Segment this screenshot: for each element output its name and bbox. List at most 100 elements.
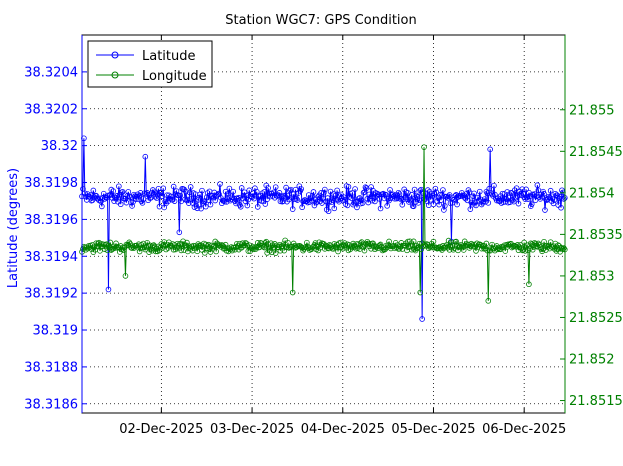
data-point — [482, 199, 489, 205]
data-point — [183, 242, 189, 249]
data-point — [405, 238, 411, 245]
data-point — [196, 242, 202, 249]
data-point — [151, 190, 157, 197]
data-point — [540, 246, 546, 253]
data-point — [178, 247, 185, 254]
data-point — [281, 192, 287, 199]
x-tick-label: 03-Dec-2025 — [210, 422, 294, 437]
data-point — [527, 193, 533, 200]
data-point — [212, 197, 219, 204]
data-point — [140, 240, 147, 247]
data-point — [120, 247, 127, 254]
data-point — [186, 189, 193, 196]
data-point — [163, 200, 169, 207]
data-point — [291, 196, 298, 202]
data-point — [262, 201, 269, 207]
data-point — [496, 198, 503, 205]
data-point — [277, 198, 284, 205]
legend-latitude-marker — [111, 51, 119, 59]
data-point — [387, 187, 393, 193]
data-point — [251, 195, 257, 202]
data-point — [360, 189, 367, 196]
data-point — [359, 200, 366, 206]
data-point — [349, 244, 356, 251]
data-point — [111, 198, 117, 204]
data-point — [418, 246, 425, 253]
data-point — [416, 240, 423, 247]
data-point — [149, 247, 155, 254]
y-tick-label: 38.3196 — [24, 213, 78, 228]
data-point — [529, 246, 536, 253]
y-tick-label: 38.319 — [33, 324, 79, 339]
data-point — [437, 192, 443, 198]
data-point — [118, 189, 125, 196]
y2-tick-label: 21.8525 — [569, 311, 623, 326]
y2-tick-label: 21.853 — [569, 269, 615, 284]
data-point — [446, 192, 453, 198]
data-point — [245, 248, 252, 254]
data-point — [272, 250, 279, 256]
data-point — [139, 200, 146, 206]
data-point — [541, 238, 547, 245]
data-point — [407, 197, 413, 204]
x-tick-label: 06-Dec-2025 — [482, 422, 566, 437]
data-point — [152, 193, 159, 200]
data-point — [542, 207, 548, 213]
data-point — [432, 185, 439, 192]
data-point — [202, 203, 209, 210]
data-point — [459, 244, 466, 251]
data-point — [407, 238, 413, 245]
data-point — [520, 191, 527, 197]
data-point — [367, 196, 373, 202]
data-point — [196, 194, 202, 201]
data-point — [481, 196, 488, 202]
data-point — [154, 191, 161, 197]
data-point — [146, 249, 152, 255]
data-point — [384, 203, 390, 209]
data-point — [310, 189, 317, 195]
data-point — [133, 196, 139, 203]
data-point — [97, 248, 103, 254]
y-tick-label: 38.3186 — [24, 397, 78, 412]
data-point — [522, 196, 528, 202]
y-tick-label: 38.3194 — [24, 250, 78, 265]
data-point — [294, 197, 301, 203]
data-point — [421, 144, 427, 150]
y2-tick-label: 21.8535 — [569, 228, 623, 243]
data-point — [505, 241, 511, 248]
data-point — [137, 190, 144, 196]
data-point — [356, 195, 362, 202]
data-point — [116, 183, 122, 190]
data-point — [198, 205, 204, 212]
data-point — [199, 247, 205, 253]
data-point — [81, 135, 87, 142]
data-point — [119, 244, 126, 251]
data-point — [289, 206, 296, 212]
data-point — [136, 248, 143, 255]
data-point — [385, 196, 391, 202]
data-point — [558, 204, 564, 211]
data-point — [451, 196, 458, 203]
data-point — [348, 195, 355, 201]
y-tick-label: 38.3198 — [24, 176, 78, 191]
data-point — [207, 249, 214, 255]
data-point — [476, 188, 483, 195]
data-point — [289, 289, 296, 296]
data-point — [299, 204, 305, 211]
y-tick-label: 38.3192 — [24, 287, 78, 302]
data-point — [395, 189, 402, 196]
data-point — [410, 238, 417, 245]
data-point — [280, 198, 287, 204]
data-point — [347, 246, 354, 253]
data-point — [258, 198, 265, 204]
data-point — [262, 240, 269, 246]
data-point — [254, 204, 261, 210]
data-point — [441, 207, 447, 213]
data-point — [236, 194, 242, 201]
data-point — [293, 196, 300, 202]
data-point — [323, 206, 330, 213]
data-point — [438, 197, 444, 203]
data-point — [522, 248, 528, 254]
data-point — [200, 200, 206, 206]
